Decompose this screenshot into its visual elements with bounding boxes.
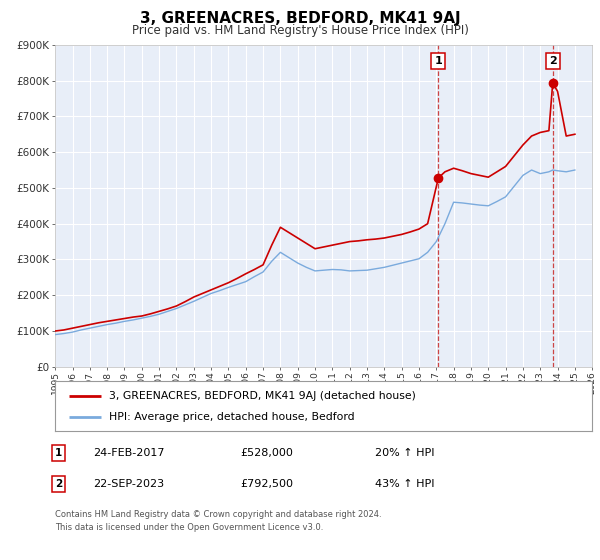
- Text: £528,000: £528,000: [240, 448, 293, 458]
- Text: 22-SEP-2023: 22-SEP-2023: [93, 479, 164, 489]
- Text: Contains HM Land Registry data © Crown copyright and database right 2024.
This d: Contains HM Land Registry data © Crown c…: [55, 510, 382, 532]
- Text: 24-FEB-2017: 24-FEB-2017: [93, 448, 164, 458]
- Text: 43% ↑ HPI: 43% ↑ HPI: [375, 479, 434, 489]
- Text: 3, GREENACRES, BEDFORD, MK41 9AJ (detached house): 3, GREENACRES, BEDFORD, MK41 9AJ (detach…: [109, 391, 416, 401]
- Text: 3, GREENACRES, BEDFORD, MK41 9AJ: 3, GREENACRES, BEDFORD, MK41 9AJ: [140, 11, 460, 26]
- Text: HPI: Average price, detached house, Bedford: HPI: Average price, detached house, Bedf…: [109, 412, 355, 422]
- Text: 20% ↑ HPI: 20% ↑ HPI: [375, 448, 434, 458]
- Text: 1: 1: [55, 448, 62, 458]
- Text: 1: 1: [434, 56, 442, 66]
- Text: 2: 2: [55, 479, 62, 489]
- Text: £792,500: £792,500: [240, 479, 293, 489]
- Text: 2: 2: [549, 56, 557, 66]
- Text: Price paid vs. HM Land Registry's House Price Index (HPI): Price paid vs. HM Land Registry's House …: [131, 24, 469, 37]
